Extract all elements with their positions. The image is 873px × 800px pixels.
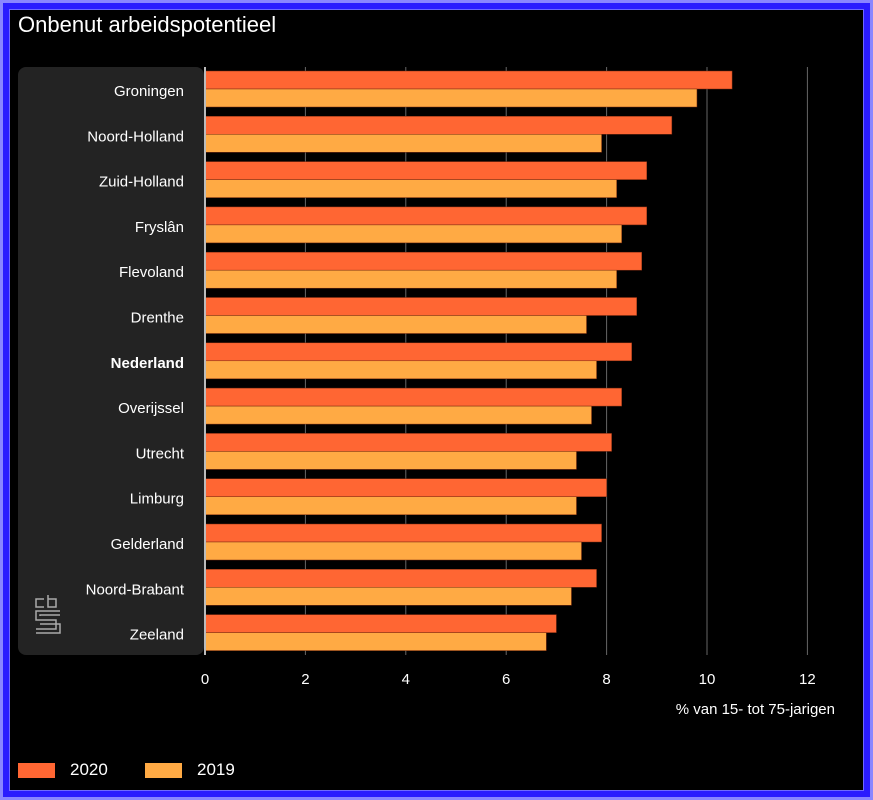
bar-2020 — [204, 433, 612, 452]
category-label: Fryslân — [135, 219, 184, 236]
bar-2019 — [204, 134, 602, 153]
category-label: Groningen — [114, 83, 184, 100]
bar-2019 — [204, 315, 587, 334]
category-label: Nederland — [111, 355, 184, 372]
bar-2020 — [204, 70, 733, 90]
bar-2020 — [204, 251, 642, 271]
bar-2020 — [204, 342, 632, 362]
bar-2019 — [204, 587, 572, 606]
bar-2019 — [204, 224, 622, 244]
category-label: Zuid-Holland — [99, 174, 184, 191]
category-label: Drenthe — [131, 310, 184, 327]
category-label-panel — [18, 67, 204, 655]
cbs-logo-icon — [35, 595, 61, 634]
window-frame-line — [9, 9, 864, 791]
x-tick-label: 2 — [301, 671, 309, 688]
category-label: Flevoland — [119, 264, 184, 281]
category-label: Gelderland — [111, 536, 184, 553]
bar-2019 — [204, 451, 577, 470]
x-tick-label: 12 — [799, 671, 816, 688]
bar-2020 — [204, 614, 557, 633]
window-frame-inner — [3, 3, 870, 797]
bar-2019 — [204, 360, 597, 380]
legend-item-2019: 2019 — [145, 760, 235, 780]
x-tick-label: 4 — [402, 671, 410, 688]
bar-2019 — [204, 632, 547, 651]
legend-swatch — [145, 762, 182, 778]
bar-2020 — [204, 387, 622, 407]
bar-2020 — [204, 116, 673, 135]
category-label: Noord-Holland — [87, 128, 184, 145]
category-label: Noord-Brabant — [86, 581, 185, 598]
chart-title: Onbenut arbeidspotentieel — [18, 12, 277, 37]
bar-2019 — [204, 405, 592, 425]
category-label: Zeeland — [130, 627, 184, 644]
category-label: Overijssel — [118, 400, 184, 417]
x-tick-label: 8 — [602, 671, 610, 688]
category-label: Limburg — [130, 491, 184, 508]
bar-2019 — [204, 179, 617, 198]
bar-2019 — [204, 269, 617, 289]
bar-2019 — [204, 541, 582, 561]
legend-item-2020: 2020 — [18, 760, 108, 780]
x-tick-label: 6 — [502, 671, 510, 688]
x-tick-label: 10 — [699, 671, 716, 688]
legend-label: 2020 — [70, 760, 108, 779]
x-tick-label: 0 — [201, 671, 209, 688]
bar-2019 — [204, 496, 577, 515]
category-label: Utrecht — [136, 445, 185, 462]
legend-swatch — [18, 762, 55, 778]
bar-2019 — [204, 88, 698, 108]
bar-2020 — [204, 523, 602, 543]
bar-2020 — [204, 161, 648, 180]
bar-2020 — [204, 297, 637, 316]
x-axis-label: % van 15- tot 75-jarigen — [676, 701, 835, 718]
legend-label: 2019 — [197, 760, 235, 779]
bar-2020 — [204, 569, 597, 588]
bar-2020 — [204, 478, 607, 497]
bar-2020 — [204, 206, 648, 226]
